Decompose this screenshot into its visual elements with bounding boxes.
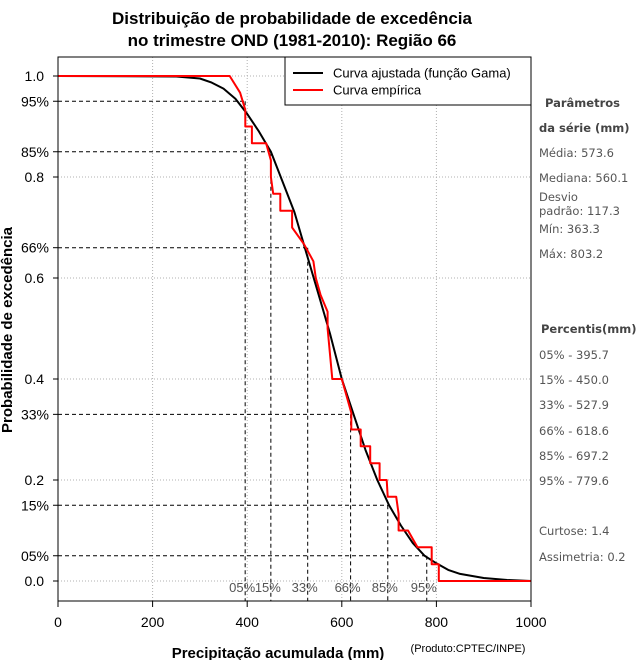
y-pct-label-2: 66% [21,240,49,256]
stat-desvio-line2: padrão: 117.3 [539,204,620,218]
y-pct-label-0: 95% [21,93,49,109]
percentil-85: 85% - 697.2 [539,449,609,463]
y-pct-label-1: 85% [21,144,49,160]
stat-curtose: Curtose: 1.4 [539,524,610,538]
legend-label-empirical: Curva empírica [333,83,422,98]
y-pct-label-5: 05% [21,548,49,564]
chart-title-line2: no trimestre OND (1981-2010): Região 66 [128,31,457,50]
percentile-label-5: 95% [411,580,437,595]
params-title-line2: da série (mm) [539,121,630,135]
percentil-05: 05% - 395.7 [539,348,609,362]
percentil-66: 66% - 618.6 [539,424,609,438]
y-tick-label-3: 0.6 [25,270,45,286]
fitted-curve-line [57,75,532,582]
empirical-curve-line [58,75,531,582]
y-tick-label-1: 0.2 [25,472,45,488]
percentil-95: 95% - 779.6 [539,474,609,488]
percentil-33: 33% - 527.9 [539,398,609,412]
x-tick-label-1: 200 [141,614,165,630]
stat-media: Média: 573.6 [539,146,614,160]
series-group [57,75,532,582]
grid [57,57,532,601]
y-tick-label-2: 0.4 [25,371,45,387]
percentile-label-4: 85% [372,580,398,595]
x-axis-label: Precipitação acumulada (mm) [172,645,385,660]
percentis-title: Percentis(mm) [541,322,637,336]
stat-min: Mín: 363.3 [539,222,600,236]
percentil-15: 15% - 450.0 [539,373,609,387]
legend-box [284,56,532,106]
y-pct-label-4: 15% [21,497,49,513]
percentile-label-0: 05% [229,580,255,595]
y-axis: 0.0 0.2 0.4 0.6 0.8 1.0 95% 85% 66% 33% 15% 05% [21,68,58,589]
y-tick-label-4: 0.8 [25,169,45,185]
y-pct-label-3: 33% [21,406,49,422]
x-tick-label-5: 1000 [515,614,546,630]
percentile-labels: 05% 15% 33% 66% 85% 95% [229,580,437,595]
x-axis: 0 200 400 600 800 1000 [54,601,547,630]
plot-frame [57,56,532,602]
credit-text: (Produto:CPTEC/INPE) [411,643,526,655]
reference-lines [58,100,428,601]
stat-assimetria: Assimetria: 0.2 [539,550,626,564]
legend-label-fitted: Curva ajustada (função Gama) [333,66,511,81]
percentile-label-1: 15% [255,580,281,595]
stat-desvio-line1: Desvio [539,190,578,204]
x-tick-label-0: 0 [54,614,62,630]
y-axis-label: Probabilidade de excedência [0,226,16,433]
x-tick-label-3: 600 [330,614,354,630]
y-tick-label-0: 0.0 [25,573,45,589]
percentile-label-3: 66% [335,580,361,595]
stat-max: Máx: 803.2 [539,247,604,261]
percentile-label-2: 33% [292,580,318,595]
y-tick-label-5: 1.0 [25,68,45,84]
params-title-line1: Parâmetros [545,96,621,110]
stat-mediana: Mediana: 560.1 [539,171,629,185]
chart-title-line1: Distribuição de probabilidade de excedên… [112,9,472,28]
x-tick-label-4: 800 [425,614,449,630]
legend: Curva ajustada (função Gama) Curva empír… [284,56,532,106]
x-tick-label-2: 400 [236,614,260,630]
